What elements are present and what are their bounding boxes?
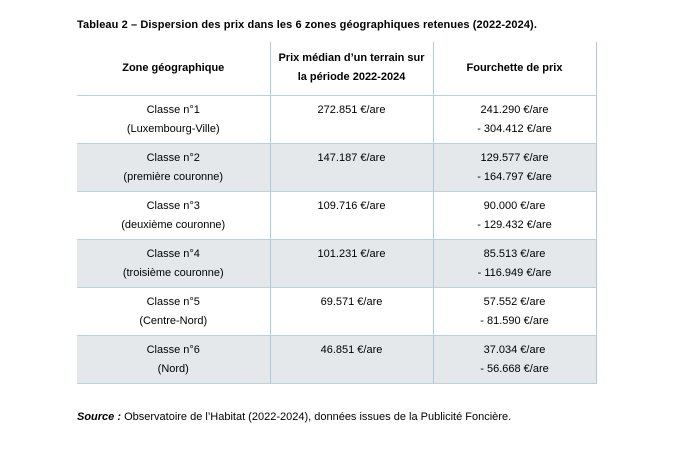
- zone-class: Classe n°1: [146, 103, 200, 116]
- table-header: Zone géographique Prix médian d’un terra…: [77, 42, 597, 96]
- header-range: Fourchette de prix: [433, 42, 597, 96]
- median-value: 147.187 €/are: [317, 151, 386, 164]
- median-cell: 272.851 €/are: [270, 95, 434, 144]
- header-median-line1: Prix médian d’un terrain sur: [278, 52, 425, 65]
- range-low: 85.513 €/are: [483, 247, 546, 260]
- source-label: Source :: [77, 411, 122, 423]
- header-median-line2: la période 2022-2024: [297, 71, 406, 84]
- median-value: 272.851 €/are: [317, 103, 386, 116]
- zone-area: (troisième couronne): [122, 266, 224, 279]
- zone-class: Classe n°2: [146, 151, 200, 164]
- range-low: 90.000 €/are: [483, 199, 546, 212]
- zone-class: Classe n°4: [146, 247, 200, 260]
- range-high: - 116.949 €/are: [477, 266, 552, 279]
- range-cell: 57.552 €/are - 81.590 €/are: [433, 287, 597, 336]
- zone-cell: Classe n°4 (troisième couronne): [77, 239, 271, 288]
- header-zone-label: Zone géographique: [122, 61, 225, 74]
- source-text: Observatoire de l’Habitat (2022-2024), d…: [121, 411, 512, 423]
- header-median: Prix médian d’un terrain sur la période …: [270, 42, 434, 96]
- range-cell: 241.290 €/are - 304.412 €/are: [433, 95, 597, 144]
- zone-cell: Classe n°5 (Centre-Nord): [77, 287, 271, 336]
- zone-area: (Luxembourg-Ville): [126, 122, 220, 135]
- range-high: - 164.797 €/are: [477, 170, 552, 183]
- table-row: Classe n°3 (deuxième couronne) 109.716 €…: [77, 191, 597, 240]
- range-low: 37.034 €/are: [483, 343, 546, 356]
- range-high: - 81.590 €/are: [480, 314, 549, 327]
- median-value: 69.571 €/are: [320, 295, 383, 308]
- range-cell: 129.577 €/are - 164.797 €/are: [433, 143, 597, 192]
- price-dispersion-table: Zone géographique Prix médian d’un terra…: [77, 42, 597, 384]
- zone-area: (Centre-Nord): [139, 314, 208, 327]
- range-high: - 56.668 €/are: [480, 362, 549, 375]
- zone-area: (première couronne): [123, 170, 224, 183]
- median-value: 46.851 €/are: [320, 343, 383, 356]
- zone-area: (deuxième couronne): [121, 218, 226, 231]
- median-value: 101.231 €/are: [317, 247, 386, 260]
- zone-cell: Classe n°3 (deuxième couronne): [77, 191, 271, 240]
- header-zone: Zone géographique: [77, 42, 271, 96]
- median-cell: 109.716 €/are: [270, 191, 434, 240]
- median-cell: 101.231 €/are: [270, 239, 434, 288]
- header-row: Zone géographique Prix médian d’un terra…: [77, 42, 597, 96]
- zone-class: Classe n°5: [146, 295, 200, 308]
- median-cell: 69.571 €/are: [270, 287, 434, 336]
- median-cell: 46.851 €/are: [270, 335, 434, 384]
- zone-cell: Classe n°1 (Luxembourg-Ville): [77, 95, 271, 144]
- page-title: Tableau 2 – Dispersion des prix dans les…: [77, 19, 537, 31]
- table-row: Classe n°6 (Nord) 46.851 €/are 37.034 €/…: [77, 335, 597, 384]
- range-cell: 37.034 €/are - 56.668 €/are: [433, 335, 597, 384]
- median-value: 109.716 €/are: [317, 199, 386, 212]
- range-cell: 90.000 €/are - 129.432 €/are: [433, 191, 597, 240]
- range-high: - 129.432 €/are: [477, 218, 552, 231]
- range-low: 57.552 €/are: [483, 295, 546, 308]
- zone-class: Classe n°3: [146, 199, 200, 212]
- table-row: Classe n°2 (première couronne) 147.187 €…: [77, 143, 597, 192]
- header-range-label: Fourchette de prix: [466, 61, 563, 74]
- range-high: - 304.412 €/are: [477, 122, 552, 135]
- table-row: Classe n°1 (Luxembourg-Ville) 272.851 €/…: [77, 95, 597, 144]
- range-low: 241.290 €/are: [480, 103, 549, 116]
- range-low: 129.577 €/are: [480, 151, 549, 164]
- median-cell: 147.187 €/are: [270, 143, 434, 192]
- source-note: Source : Observatoire de l’Habitat (2022…: [77, 411, 511, 423]
- range-cell: 85.513 €/are - 116.949 €/are: [433, 239, 597, 288]
- table-row: Classe n°5 (Centre-Nord) 69.571 €/are 57…: [77, 287, 597, 336]
- zone-cell: Classe n°6 (Nord): [77, 335, 271, 384]
- zone-area: (Nord): [157, 362, 189, 375]
- zone-class: Classe n°6: [146, 343, 200, 356]
- table-row: Classe n°4 (troisième couronne) 101.231 …: [77, 239, 597, 288]
- zone-cell: Classe n°2 (première couronne): [77, 143, 271, 192]
